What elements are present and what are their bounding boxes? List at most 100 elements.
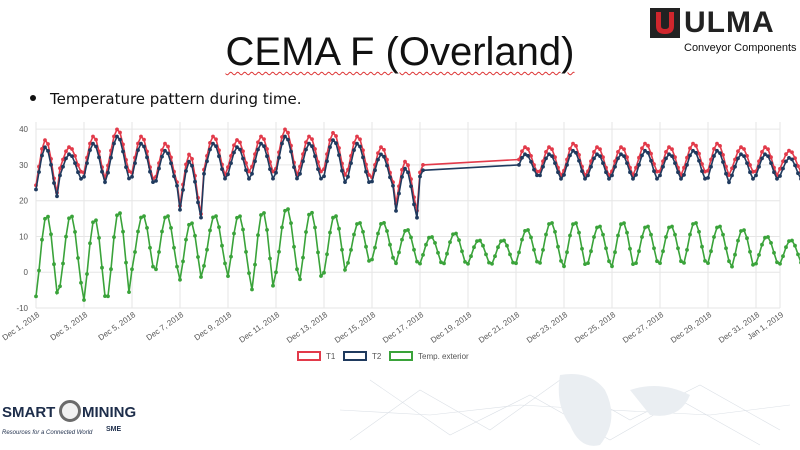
y-tick-label: 30 xyxy=(19,161,28,170)
data-point xyxy=(634,165,638,170)
data-point xyxy=(640,146,644,151)
data-point xyxy=(298,171,302,176)
data-point xyxy=(253,159,257,164)
data-point xyxy=(439,260,443,265)
data-point xyxy=(184,237,188,242)
data-point xyxy=(703,259,707,263)
data-point xyxy=(292,244,296,249)
data-point xyxy=(247,169,251,174)
data-point xyxy=(160,154,164,159)
data-point xyxy=(196,255,200,259)
legend-label: Temp. exterior xyxy=(418,352,469,361)
data-point xyxy=(358,144,362,149)
data-point xyxy=(70,214,74,219)
data-point xyxy=(769,241,773,245)
data-point xyxy=(685,163,689,167)
data-point xyxy=(61,164,65,169)
data-point xyxy=(553,155,557,160)
data-point xyxy=(520,155,524,160)
data-point xyxy=(694,221,698,225)
data-point xyxy=(475,239,479,243)
data-point xyxy=(145,226,149,230)
data-point xyxy=(682,173,686,177)
data-point xyxy=(646,150,650,155)
data-point xyxy=(271,176,275,181)
data-point xyxy=(577,153,581,157)
data-point xyxy=(709,249,713,254)
data-point xyxy=(577,230,581,235)
data-point xyxy=(367,180,371,184)
data-point xyxy=(259,134,263,139)
data-point xyxy=(364,169,368,174)
data-point xyxy=(601,232,605,237)
ulma-logo: ULMA Conveyor Components xyxy=(644,4,797,56)
data-point xyxy=(346,261,350,265)
data-point xyxy=(76,163,80,167)
data-point xyxy=(79,169,83,174)
data-point xyxy=(88,241,92,246)
data-point xyxy=(397,191,401,196)
x-tick-label: Dec 11, 2018 xyxy=(237,310,281,345)
data-point xyxy=(307,141,311,146)
smart-mining-logo: SMART MINING Resources for a Connected W… xyxy=(2,398,152,446)
data-point xyxy=(370,257,374,262)
data-point xyxy=(568,147,572,151)
data-point xyxy=(91,220,95,225)
data-point xyxy=(457,238,461,242)
data-point xyxy=(193,233,197,238)
data-point xyxy=(409,235,413,240)
data-point xyxy=(733,164,737,169)
data-point xyxy=(559,176,563,181)
data-point xyxy=(643,225,647,230)
data-point xyxy=(340,247,344,252)
data-point xyxy=(286,130,290,135)
data-point xyxy=(406,228,410,232)
data-point xyxy=(136,229,140,234)
series-t2 xyxy=(34,134,800,220)
data-point xyxy=(649,158,653,163)
data-point xyxy=(181,259,185,264)
data-point xyxy=(358,137,362,142)
data-point xyxy=(241,227,245,232)
data-point xyxy=(253,262,257,267)
data-point xyxy=(184,162,188,167)
data-point xyxy=(760,150,764,154)
data-point xyxy=(706,176,710,180)
data-point xyxy=(88,148,92,152)
data-point xyxy=(754,261,758,266)
data-point xyxy=(133,161,137,165)
data-point xyxy=(685,155,689,160)
data-point xyxy=(586,173,590,178)
data-point xyxy=(547,145,551,150)
data-point xyxy=(250,287,254,292)
data-point xyxy=(262,211,266,215)
data-point xyxy=(616,150,620,154)
data-point xyxy=(565,250,569,255)
data-point xyxy=(628,246,632,251)
gear-icon xyxy=(59,400,81,422)
ulma-wordmark: ULMA xyxy=(684,6,775,39)
data-point xyxy=(64,156,68,161)
data-point xyxy=(595,152,599,157)
data-point xyxy=(403,159,407,164)
data-point xyxy=(55,290,59,295)
data-point xyxy=(679,259,683,264)
data-point xyxy=(625,230,629,235)
data-point xyxy=(115,213,119,218)
data-point xyxy=(538,261,542,265)
data-point xyxy=(778,166,782,171)
x-tick-label: Dec 17, 2018 xyxy=(381,310,426,345)
data-point xyxy=(775,176,779,181)
data-point xyxy=(784,159,788,164)
data-point xyxy=(118,137,122,142)
data-point xyxy=(235,145,239,150)
ulma-mark-icon xyxy=(650,8,680,38)
data-point xyxy=(598,154,602,158)
data-point xyxy=(262,144,266,149)
data-point xyxy=(748,163,752,167)
data-point xyxy=(574,144,578,148)
data-point xyxy=(313,225,317,230)
data-point xyxy=(316,167,320,171)
data-point xyxy=(388,175,392,180)
data-point xyxy=(535,173,539,178)
